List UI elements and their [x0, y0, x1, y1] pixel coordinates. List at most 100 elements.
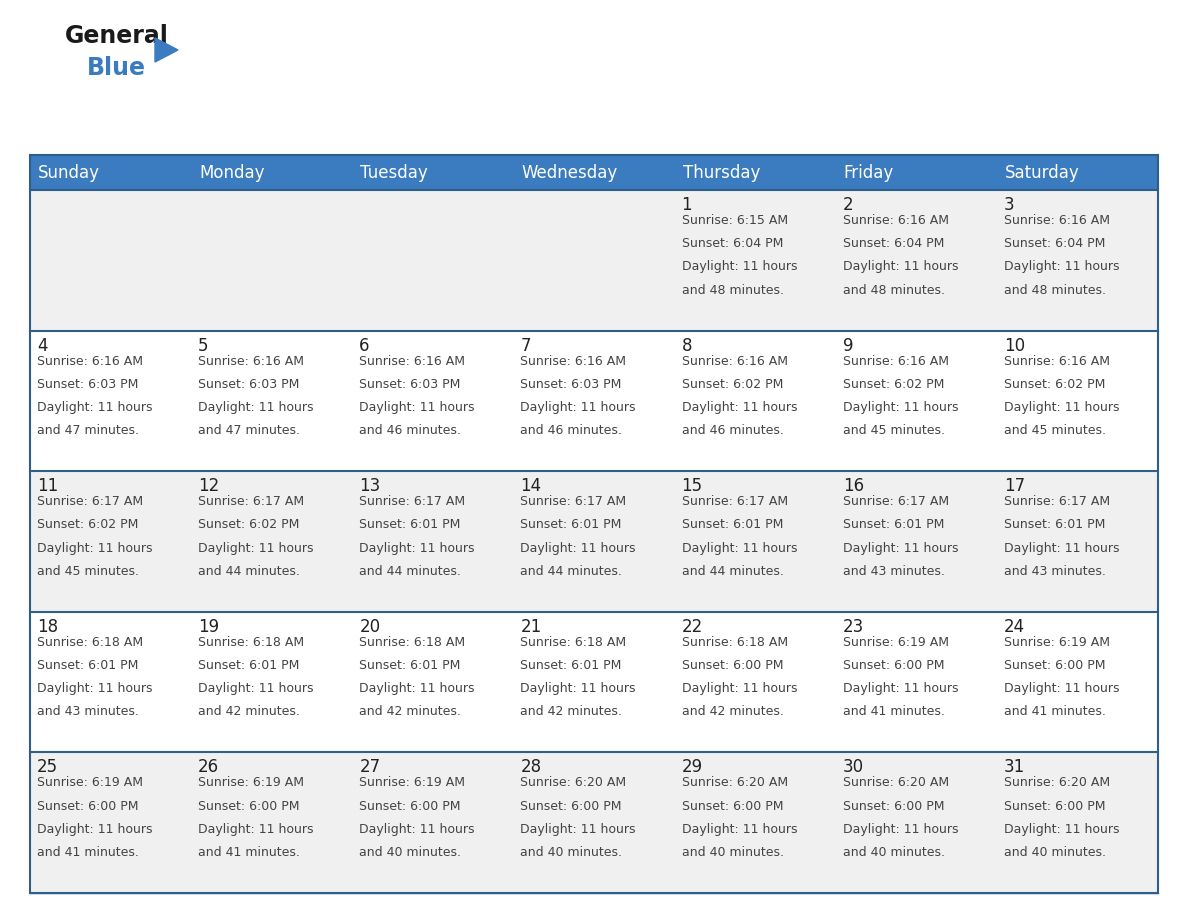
Text: Daylight: 11 hours: Daylight: 11 hours	[1004, 261, 1119, 274]
Text: and 43 minutes.: and 43 minutes.	[37, 705, 139, 719]
FancyBboxPatch shape	[835, 753, 997, 893]
Text: Sunrise: 6:16 AM: Sunrise: 6:16 AM	[520, 354, 626, 367]
Text: Sunrise: 6:17 AM: Sunrise: 6:17 AM	[198, 495, 304, 509]
FancyBboxPatch shape	[835, 190, 997, 330]
Text: Daylight: 11 hours: Daylight: 11 hours	[359, 542, 475, 554]
Text: Sunset: 6:03 PM: Sunset: 6:03 PM	[198, 378, 299, 391]
FancyBboxPatch shape	[835, 330, 997, 471]
Text: Daylight: 11 hours: Daylight: 11 hours	[842, 823, 959, 835]
Text: Monday: Monday	[200, 163, 265, 182]
FancyBboxPatch shape	[191, 155, 353, 190]
Text: Sunrise: 6:19 AM: Sunrise: 6:19 AM	[359, 777, 466, 789]
Text: and 43 minutes.: and 43 minutes.	[842, 565, 944, 577]
Text: and 42 minutes.: and 42 minutes.	[359, 705, 461, 719]
FancyBboxPatch shape	[997, 753, 1158, 893]
Text: and 44 minutes.: and 44 minutes.	[682, 565, 783, 577]
FancyBboxPatch shape	[675, 155, 835, 190]
Text: 19: 19	[198, 618, 220, 636]
Text: and 45 minutes.: and 45 minutes.	[37, 565, 139, 577]
FancyBboxPatch shape	[30, 190, 191, 330]
Text: and 40 minutes.: and 40 minutes.	[682, 846, 784, 859]
Text: 16: 16	[842, 477, 864, 495]
Text: 15: 15	[682, 477, 702, 495]
Text: Sunset: 6:02 PM: Sunset: 6:02 PM	[37, 519, 138, 532]
Text: Sunset: 6:00 PM: Sunset: 6:00 PM	[1004, 800, 1105, 812]
Text: Sunrise: 6:17 AM: Sunrise: 6:17 AM	[682, 495, 788, 509]
Text: Sunrise: 6:17 AM: Sunrise: 6:17 AM	[359, 495, 466, 509]
Text: Sunrise: 6:16 AM: Sunrise: 6:16 AM	[682, 354, 788, 367]
FancyBboxPatch shape	[191, 753, 353, 893]
Text: and 43 minutes.: and 43 minutes.	[1004, 565, 1106, 577]
Text: Blue: Blue	[87, 56, 146, 80]
Text: 31: 31	[1004, 758, 1025, 777]
Text: 10: 10	[1004, 337, 1025, 354]
FancyBboxPatch shape	[191, 611, 353, 753]
Text: Sunrise: 6:20 AM: Sunrise: 6:20 AM	[842, 777, 949, 789]
Text: Sunrise: 6:19 AM: Sunrise: 6:19 AM	[198, 777, 304, 789]
FancyBboxPatch shape	[353, 611, 513, 753]
Text: Sunrise: 6:15 AM: Sunrise: 6:15 AM	[682, 214, 788, 227]
FancyBboxPatch shape	[835, 611, 997, 753]
FancyBboxPatch shape	[191, 330, 353, 471]
FancyBboxPatch shape	[513, 330, 675, 471]
Text: Sunrise: 6:18 AM: Sunrise: 6:18 AM	[682, 636, 788, 649]
Text: Daylight: 11 hours: Daylight: 11 hours	[359, 401, 475, 414]
Text: and 41 minutes.: and 41 minutes.	[198, 846, 301, 859]
Text: and 42 minutes.: and 42 minutes.	[520, 705, 623, 719]
Text: Sunset: 6:00 PM: Sunset: 6:00 PM	[842, 659, 944, 672]
Text: 1: 1	[682, 196, 693, 214]
Text: Daylight: 11 hours: Daylight: 11 hours	[682, 261, 797, 274]
Text: Sunset: 6:02 PM: Sunset: 6:02 PM	[1004, 378, 1105, 391]
Text: Sunset: 6:01 PM: Sunset: 6:01 PM	[842, 519, 944, 532]
Text: and 46 minutes.: and 46 minutes.	[520, 424, 623, 437]
FancyBboxPatch shape	[30, 753, 191, 893]
Text: and 48 minutes.: and 48 minutes.	[842, 284, 944, 297]
Text: and 42 minutes.: and 42 minutes.	[682, 705, 783, 719]
FancyBboxPatch shape	[997, 330, 1158, 471]
Text: and 41 minutes.: and 41 minutes.	[842, 705, 944, 719]
Text: Sunrise: 6:19 AM: Sunrise: 6:19 AM	[842, 636, 949, 649]
Text: Sunrise: 6:16 AM: Sunrise: 6:16 AM	[359, 354, 466, 367]
FancyBboxPatch shape	[353, 471, 513, 611]
Text: Sunrise: 6:16 AM: Sunrise: 6:16 AM	[1004, 354, 1110, 367]
Text: Thursday: Thursday	[683, 163, 760, 182]
Text: Daylight: 11 hours: Daylight: 11 hours	[37, 542, 152, 554]
Text: and 40 minutes.: and 40 minutes.	[520, 846, 623, 859]
FancyBboxPatch shape	[835, 155, 997, 190]
Text: Sunrise: 6:19 AM: Sunrise: 6:19 AM	[37, 777, 143, 789]
Text: 24: 24	[1004, 618, 1025, 636]
Text: Sunrise: 6:16 AM: Sunrise: 6:16 AM	[842, 354, 949, 367]
FancyBboxPatch shape	[997, 611, 1158, 753]
Text: and 40 minutes.: and 40 minutes.	[842, 846, 944, 859]
FancyBboxPatch shape	[997, 155, 1158, 190]
Text: Wednesday: Wednesday	[522, 163, 618, 182]
Text: and 47 minutes.: and 47 minutes.	[37, 424, 139, 437]
Text: Sunset: 6:00 PM: Sunset: 6:00 PM	[37, 800, 139, 812]
Text: and 48 minutes.: and 48 minutes.	[682, 284, 784, 297]
Text: Sunset: 6:03 PM: Sunset: 6:03 PM	[37, 378, 138, 391]
Text: and 45 minutes.: and 45 minutes.	[1004, 424, 1106, 437]
Text: 23: 23	[842, 618, 864, 636]
Text: Daylight: 11 hours: Daylight: 11 hours	[842, 682, 959, 695]
Text: Daylight: 11 hours: Daylight: 11 hours	[359, 682, 475, 695]
FancyBboxPatch shape	[353, 330, 513, 471]
FancyBboxPatch shape	[513, 611, 675, 753]
Text: Daylight: 11 hours: Daylight: 11 hours	[198, 401, 314, 414]
Text: 8: 8	[682, 337, 693, 354]
FancyBboxPatch shape	[30, 330, 191, 471]
Text: Sunset: 6:03 PM: Sunset: 6:03 PM	[520, 378, 621, 391]
Text: Sunrise: 6:18 AM: Sunrise: 6:18 AM	[37, 636, 143, 649]
Text: 6: 6	[359, 337, 369, 354]
Text: 18: 18	[37, 618, 58, 636]
Text: Daylight: 11 hours: Daylight: 11 hours	[37, 823, 152, 835]
FancyBboxPatch shape	[675, 611, 835, 753]
Text: 30: 30	[842, 758, 864, 777]
Text: and 45 minutes.: and 45 minutes.	[842, 424, 944, 437]
Text: Daylight: 11 hours: Daylight: 11 hours	[37, 682, 152, 695]
Text: Sunset: 6:04 PM: Sunset: 6:04 PM	[682, 237, 783, 251]
Text: Daylight: 11 hours: Daylight: 11 hours	[37, 401, 152, 414]
FancyBboxPatch shape	[513, 471, 675, 611]
Text: Sunrise: 6:19 AM: Sunrise: 6:19 AM	[1004, 636, 1110, 649]
Text: Friday: Friday	[843, 163, 893, 182]
Text: Daylight: 11 hours: Daylight: 11 hours	[1004, 542, 1119, 554]
